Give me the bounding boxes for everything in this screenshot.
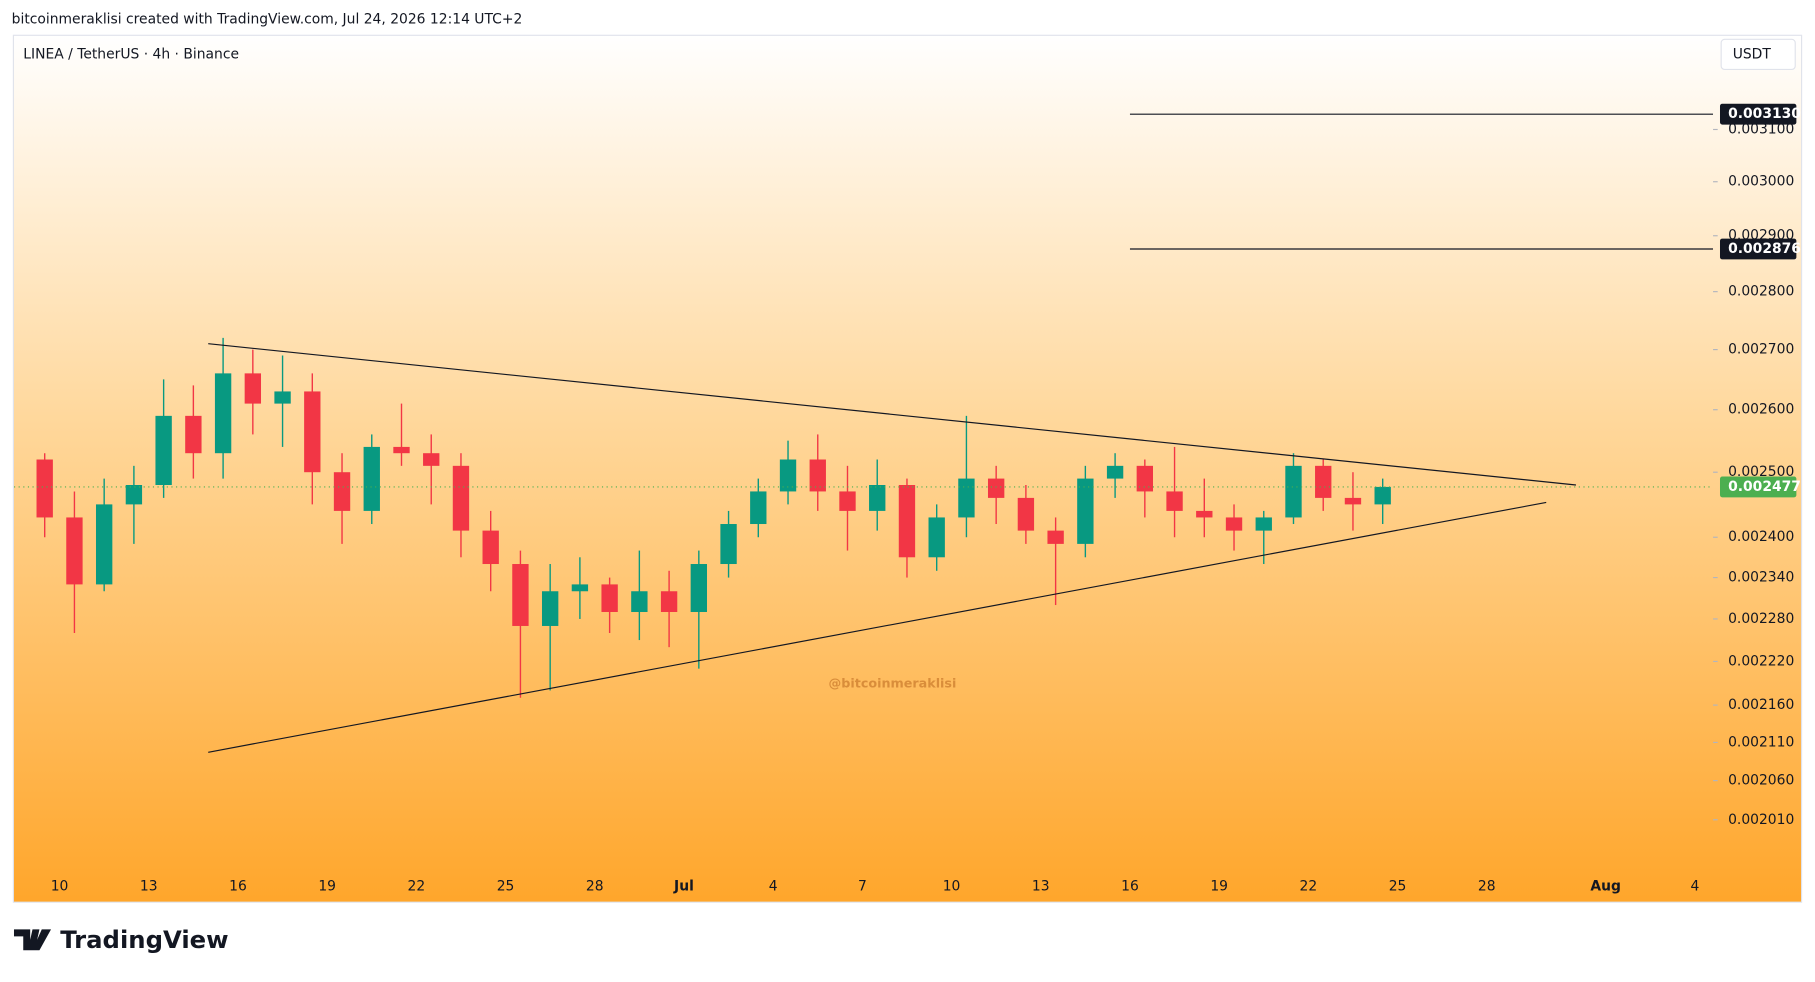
candle-body — [1136, 465, 1154, 492]
candle-body — [155, 415, 172, 486]
candle-body — [1374, 486, 1391, 505]
candle-body — [809, 459, 826, 492]
candle-body — [244, 373, 262, 404]
candle-body — [1315, 465, 1332, 498]
credit: bitcoinmeraklisi created with TradingVie… — [12, 12, 523, 28]
candle-body — [393, 446, 410, 454]
x-tick-label: 22 — [408, 879, 426, 895]
x-tick-label: 25 — [497, 879, 515, 895]
axes: 0.0031000.0030000.0029000.0028000.002700… — [51, 103, 1801, 895]
candle-body — [987, 478, 1005, 498]
x-tick-label: Aug — [1590, 879, 1621, 895]
currency: USDT — [1733, 46, 1772, 62]
level-label: 0.003130 — [1728, 106, 1801, 122]
candle-body — [304, 391, 321, 473]
candle-body — [423, 453, 440, 466]
trendline — [208, 501, 1547, 753]
candle-body — [274, 391, 291, 404]
x-tick-label: 13 — [1032, 879, 1050, 895]
y-tick-label: 0.002800 — [1728, 284, 1794, 300]
last-price-box — [1719, 476, 1797, 498]
candle-body — [1344, 497, 1362, 505]
y-tick-label: 0.002600 — [1728, 402, 1794, 418]
currency-box — [1720, 38, 1796, 71]
x-tick-label: 4 — [1690, 879, 1699, 895]
x-tick-label: 7 — [858, 879, 867, 895]
x-tick-label: 16 — [1121, 879, 1139, 895]
level-label: 0.002876 — [1728, 241, 1801, 257]
x-tick-label: Jul — [673, 879, 694, 895]
candle-body — [1196, 510, 1213, 518]
candle-body — [125, 485, 143, 505]
candle-body — [631, 591, 648, 612]
candle-body — [720, 524, 737, 565]
x-tick-label: 22 — [1300, 879, 1318, 895]
candle-body — [1077, 478, 1094, 544]
candle-body — [928, 517, 945, 558]
candle-body — [66, 517, 83, 585]
candle-body — [898, 485, 916, 558]
candle-body — [839, 491, 856, 511]
candle-body — [1225, 517, 1243, 531]
y-tick-label: 0.002400 — [1728, 529, 1794, 545]
y-tick-label: 0.002110 — [1728, 734, 1794, 750]
x-tick-label: 28 — [586, 879, 604, 895]
x-tick-label: 19 — [318, 879, 336, 895]
last-price-label: 0.002477 — [1728, 479, 1801, 495]
level-label-box — [1719, 238, 1797, 260]
logo: TradingView — [13, 925, 229, 954]
trendline — [208, 343, 1577, 486]
candle-body — [571, 584, 589, 592]
y-tick-label: 0.002010 — [1728, 812, 1794, 828]
candle-body — [869, 485, 886, 511]
logo-text: TradingView — [60, 925, 228, 954]
x-tick-label: 25 — [1389, 879, 1407, 895]
candle-body — [185, 415, 202, 454]
x-tick-label: 28 — [1478, 879, 1496, 895]
y-tick-label: 0.003100 — [1728, 121, 1794, 137]
plot-bg — [12, 34, 1803, 903]
candle-body — [690, 564, 708, 612]
candle-body — [1166, 491, 1183, 511]
x-tick-label: 16 — [229, 879, 247, 895]
x-tick-label: 4 — [769, 879, 778, 895]
watermark: @bitcoinmeraklisi — [829, 677, 957, 692]
candle-body — [750, 491, 767, 525]
candle-body — [1106, 465, 1124, 479]
y-tick-label: 0.002160 — [1728, 697, 1794, 713]
candle-body — [363, 446, 380, 511]
candle-body — [1047, 530, 1064, 544]
y-tick-label: 0.003000 — [1728, 174, 1794, 190]
candle-body — [779, 459, 797, 492]
candle-body — [95, 504, 113, 585]
x-tick-label: 10 — [943, 879, 961, 895]
candle-body — [601, 584, 618, 612]
candle-body — [660, 591, 678, 612]
x-tick-label: 19 — [1210, 879, 1228, 895]
y-tick-label: 0.002500 — [1728, 464, 1794, 480]
candle-body — [512, 564, 529, 626]
candle-body — [482, 530, 499, 565]
level-label-box — [1719, 103, 1797, 125]
candle-body — [958, 478, 975, 518]
candle-body — [541, 591, 559, 626]
candle-body — [333, 472, 351, 511]
y-tick-label: 0.002340 — [1728, 570, 1794, 586]
candle-body — [452, 465, 470, 531]
x-tick-label: 13 — [140, 879, 158, 895]
plot — [13, 113, 1714, 753]
candle-body — [1017, 497, 1035, 531]
candle-body — [214, 373, 232, 454]
symbol-title: LINEA / TetherUS · 4h · Binance — [23, 46, 239, 62]
y-tick-label: 0.002700 — [1728, 342, 1794, 358]
x-tick-label: 10 — [51, 879, 69, 895]
y-tick-label: 0.002060 — [1728, 773, 1794, 789]
y-tick-label: 0.002280 — [1728, 611, 1794, 627]
candle-body — [1285, 465, 1302, 518]
candle-body — [1255, 517, 1272, 531]
y-tick-label: 0.002220 — [1728, 653, 1794, 669]
candle-body — [36, 459, 53, 518]
